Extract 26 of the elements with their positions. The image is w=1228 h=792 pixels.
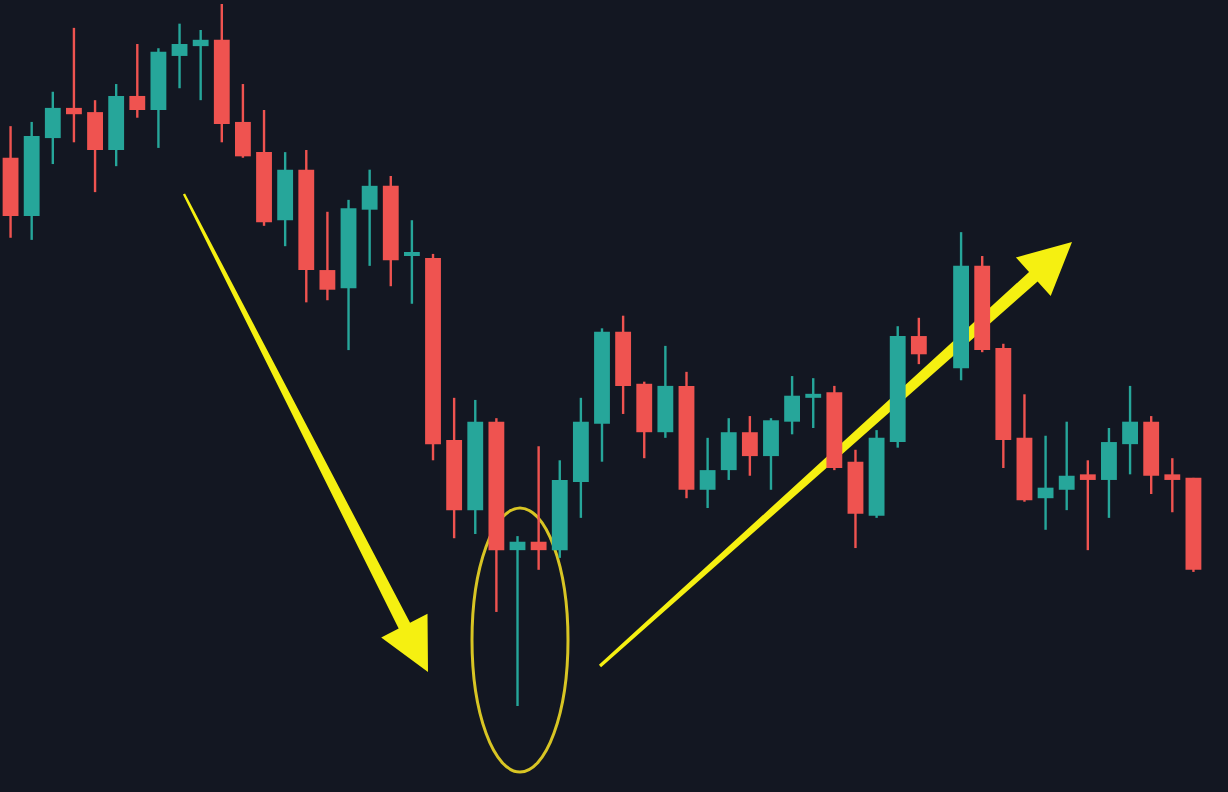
candlestick [657,344,674,440]
candlestick [910,316,927,366]
candlestick [1101,426,1117,520]
candlestick [720,416,737,482]
candlestick [1058,420,1075,512]
candlestick [234,82,251,159]
candlestick [509,534,526,708]
candlestick [44,90,61,166]
candlestick [784,374,801,436]
candlestick [763,416,779,491]
candlestick [192,28,209,102]
candlestick [805,376,822,430]
candlestick [66,26,82,144]
candlestick [1079,459,1096,552]
candlestick [530,445,547,572]
candlestick [699,436,716,510]
candlestick [403,219,420,305]
candlestick [361,168,378,268]
candlestick [1164,456,1181,514]
candlestick [87,98,103,194]
candlestick [319,210,336,302]
candlestick [1037,434,1054,531]
candlestick [741,414,758,477]
candlestick [129,42,146,119]
candlestick [1122,384,1138,476]
candlestick [171,22,188,90]
